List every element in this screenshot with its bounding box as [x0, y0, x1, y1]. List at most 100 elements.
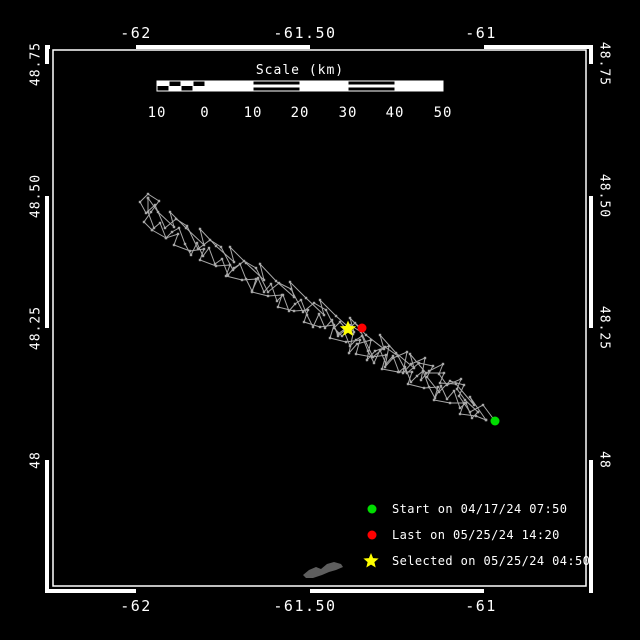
track-fix-point[interactable] — [436, 385, 440, 389]
track-fix-point[interactable] — [373, 349, 377, 353]
track-segment[interactable] — [139, 193, 496, 422]
track-fix-point[interactable] — [423, 356, 427, 360]
track-fix-point[interactable] — [419, 378, 423, 382]
track-fix-point[interactable] — [378, 333, 382, 337]
track-fix-point[interactable] — [347, 351, 351, 355]
track-fix-point[interactable] — [387, 344, 391, 348]
track-fix-point[interactable] — [406, 382, 410, 386]
track-fix-point[interactable] — [254, 266, 258, 270]
track-fix-point[interactable] — [431, 364, 435, 368]
track-fix-point[interactable] — [330, 318, 334, 322]
track-fix-point[interactable] — [214, 264, 218, 268]
track-fix-point[interactable] — [448, 379, 452, 383]
track-fix-point[interactable] — [355, 342, 359, 346]
track-fix-point[interactable] — [422, 386, 426, 390]
track-fix-point[interactable] — [146, 210, 150, 214]
track-fix-point[interactable] — [348, 323, 352, 327]
track-fix-point[interactable] — [281, 293, 285, 297]
track-fix-point[interactable] — [256, 276, 260, 280]
track-fix-point[interactable] — [198, 258, 202, 262]
track-fix-point[interactable] — [332, 326, 336, 330]
track-fix-point[interactable] — [153, 203, 157, 207]
track-fix-point[interactable] — [391, 356, 395, 360]
track-fix-point[interactable] — [442, 371, 446, 375]
track-fix-point[interactable] — [397, 370, 401, 374]
track-fix-point[interactable] — [403, 365, 407, 369]
track-fix-point[interactable] — [318, 325, 322, 329]
track-fix-point[interactable] — [437, 390, 441, 394]
track-fix-point[interactable] — [146, 196, 150, 200]
track-fix-point[interactable] — [185, 224, 189, 228]
track-fix-point[interactable] — [464, 401, 468, 405]
track-fix-point[interactable] — [292, 295, 296, 299]
track-fix-point[interactable] — [157, 199, 161, 203]
track-fix-point[interactable] — [322, 313, 326, 317]
track-fix-point[interactable] — [452, 389, 456, 393]
track-fix-point[interactable] — [188, 249, 192, 253]
track-fix-point[interactable] — [369, 338, 373, 342]
track-fix-point[interactable] — [189, 253, 193, 257]
track-fix-point[interactable] — [412, 366, 416, 370]
track-fix-point[interactable] — [262, 278, 266, 282]
track-fix-point[interactable] — [417, 361, 421, 365]
track-fix-point[interactable] — [364, 333, 368, 337]
track-fix-point[interactable] — [462, 383, 466, 387]
track-fix-point[interactable] — [213, 262, 217, 266]
track-fix-point[interactable] — [340, 334, 344, 338]
track-fix-point[interactable] — [351, 332, 355, 336]
track-fix-point[interactable] — [354, 338, 358, 342]
track-fix-point[interactable] — [458, 406, 462, 410]
track-fix-point[interactable] — [472, 403, 476, 407]
track-fix-point[interactable] — [391, 354, 395, 358]
track-fix-point[interactable] — [306, 308, 310, 312]
track-fix-point[interactable] — [342, 329, 346, 333]
track-fix-point[interactable] — [172, 243, 176, 247]
track-segment[interactable] — [147, 198, 479, 419]
track-fix-point[interactable] — [354, 352, 358, 356]
track-fix-point[interactable] — [454, 382, 458, 386]
track-fix-point[interactable] — [458, 412, 462, 416]
animal-track[interactable] — [138, 192, 497, 423]
track-segment[interactable] — [333, 321, 479, 413]
track-fix-point[interactable] — [334, 314, 338, 318]
track-fix-point[interactable] — [424, 371, 428, 375]
track-fix-point[interactable] — [269, 282, 273, 286]
track-fix-point[interactable] — [195, 241, 199, 245]
track-fix-point[interactable] — [445, 397, 449, 401]
track-fix-point[interactable] — [360, 334, 364, 338]
track-fix-point[interactable] — [231, 268, 235, 272]
track-fix-point[interactable] — [164, 236, 168, 240]
track-fix-point[interactable] — [220, 257, 224, 261]
track-fix-point[interactable] — [481, 403, 485, 407]
track-fix-point[interactable] — [463, 398, 467, 402]
track-fix-point[interactable] — [219, 245, 223, 249]
track-fix-point[interactable] — [266, 290, 270, 294]
last-position-marker[interactable] — [357, 323, 367, 333]
track-fix-point[interactable] — [352, 330, 356, 334]
track-fix-point[interactable] — [226, 273, 230, 277]
track-fix-point[interactable] — [150, 228, 154, 232]
track-fix-point[interactable] — [172, 225, 176, 229]
track-fix-point[interactable] — [439, 384, 443, 388]
track-fix-point[interactable] — [224, 274, 228, 278]
track-fix-point[interactable] — [163, 226, 167, 230]
track-fix-point[interactable] — [258, 262, 262, 266]
track-fix-point[interactable] — [358, 338, 362, 342]
track-fix-point[interactable] — [158, 221, 162, 225]
track-fix-point[interactable] — [384, 353, 388, 357]
track-fix-point[interactable] — [274, 279, 278, 283]
track-fix-point[interactable] — [168, 210, 172, 214]
track-fix-point[interactable] — [177, 226, 181, 230]
track-fix-point[interactable] — [445, 383, 449, 387]
track-fix-point[interactable] — [244, 261, 248, 265]
track-fix-point[interactable] — [156, 210, 160, 214]
track-fix-point[interactable] — [380, 367, 384, 371]
start-position-marker[interactable] — [490, 416, 500, 426]
track-fix-point[interactable] — [438, 381, 442, 385]
track-fix-point[interactable] — [457, 394, 461, 398]
track-fix-point[interactable] — [152, 226, 156, 230]
track-fix-point[interactable] — [302, 320, 306, 324]
track-fix-point[interactable] — [228, 245, 232, 249]
track-fix-point[interactable] — [293, 302, 297, 306]
